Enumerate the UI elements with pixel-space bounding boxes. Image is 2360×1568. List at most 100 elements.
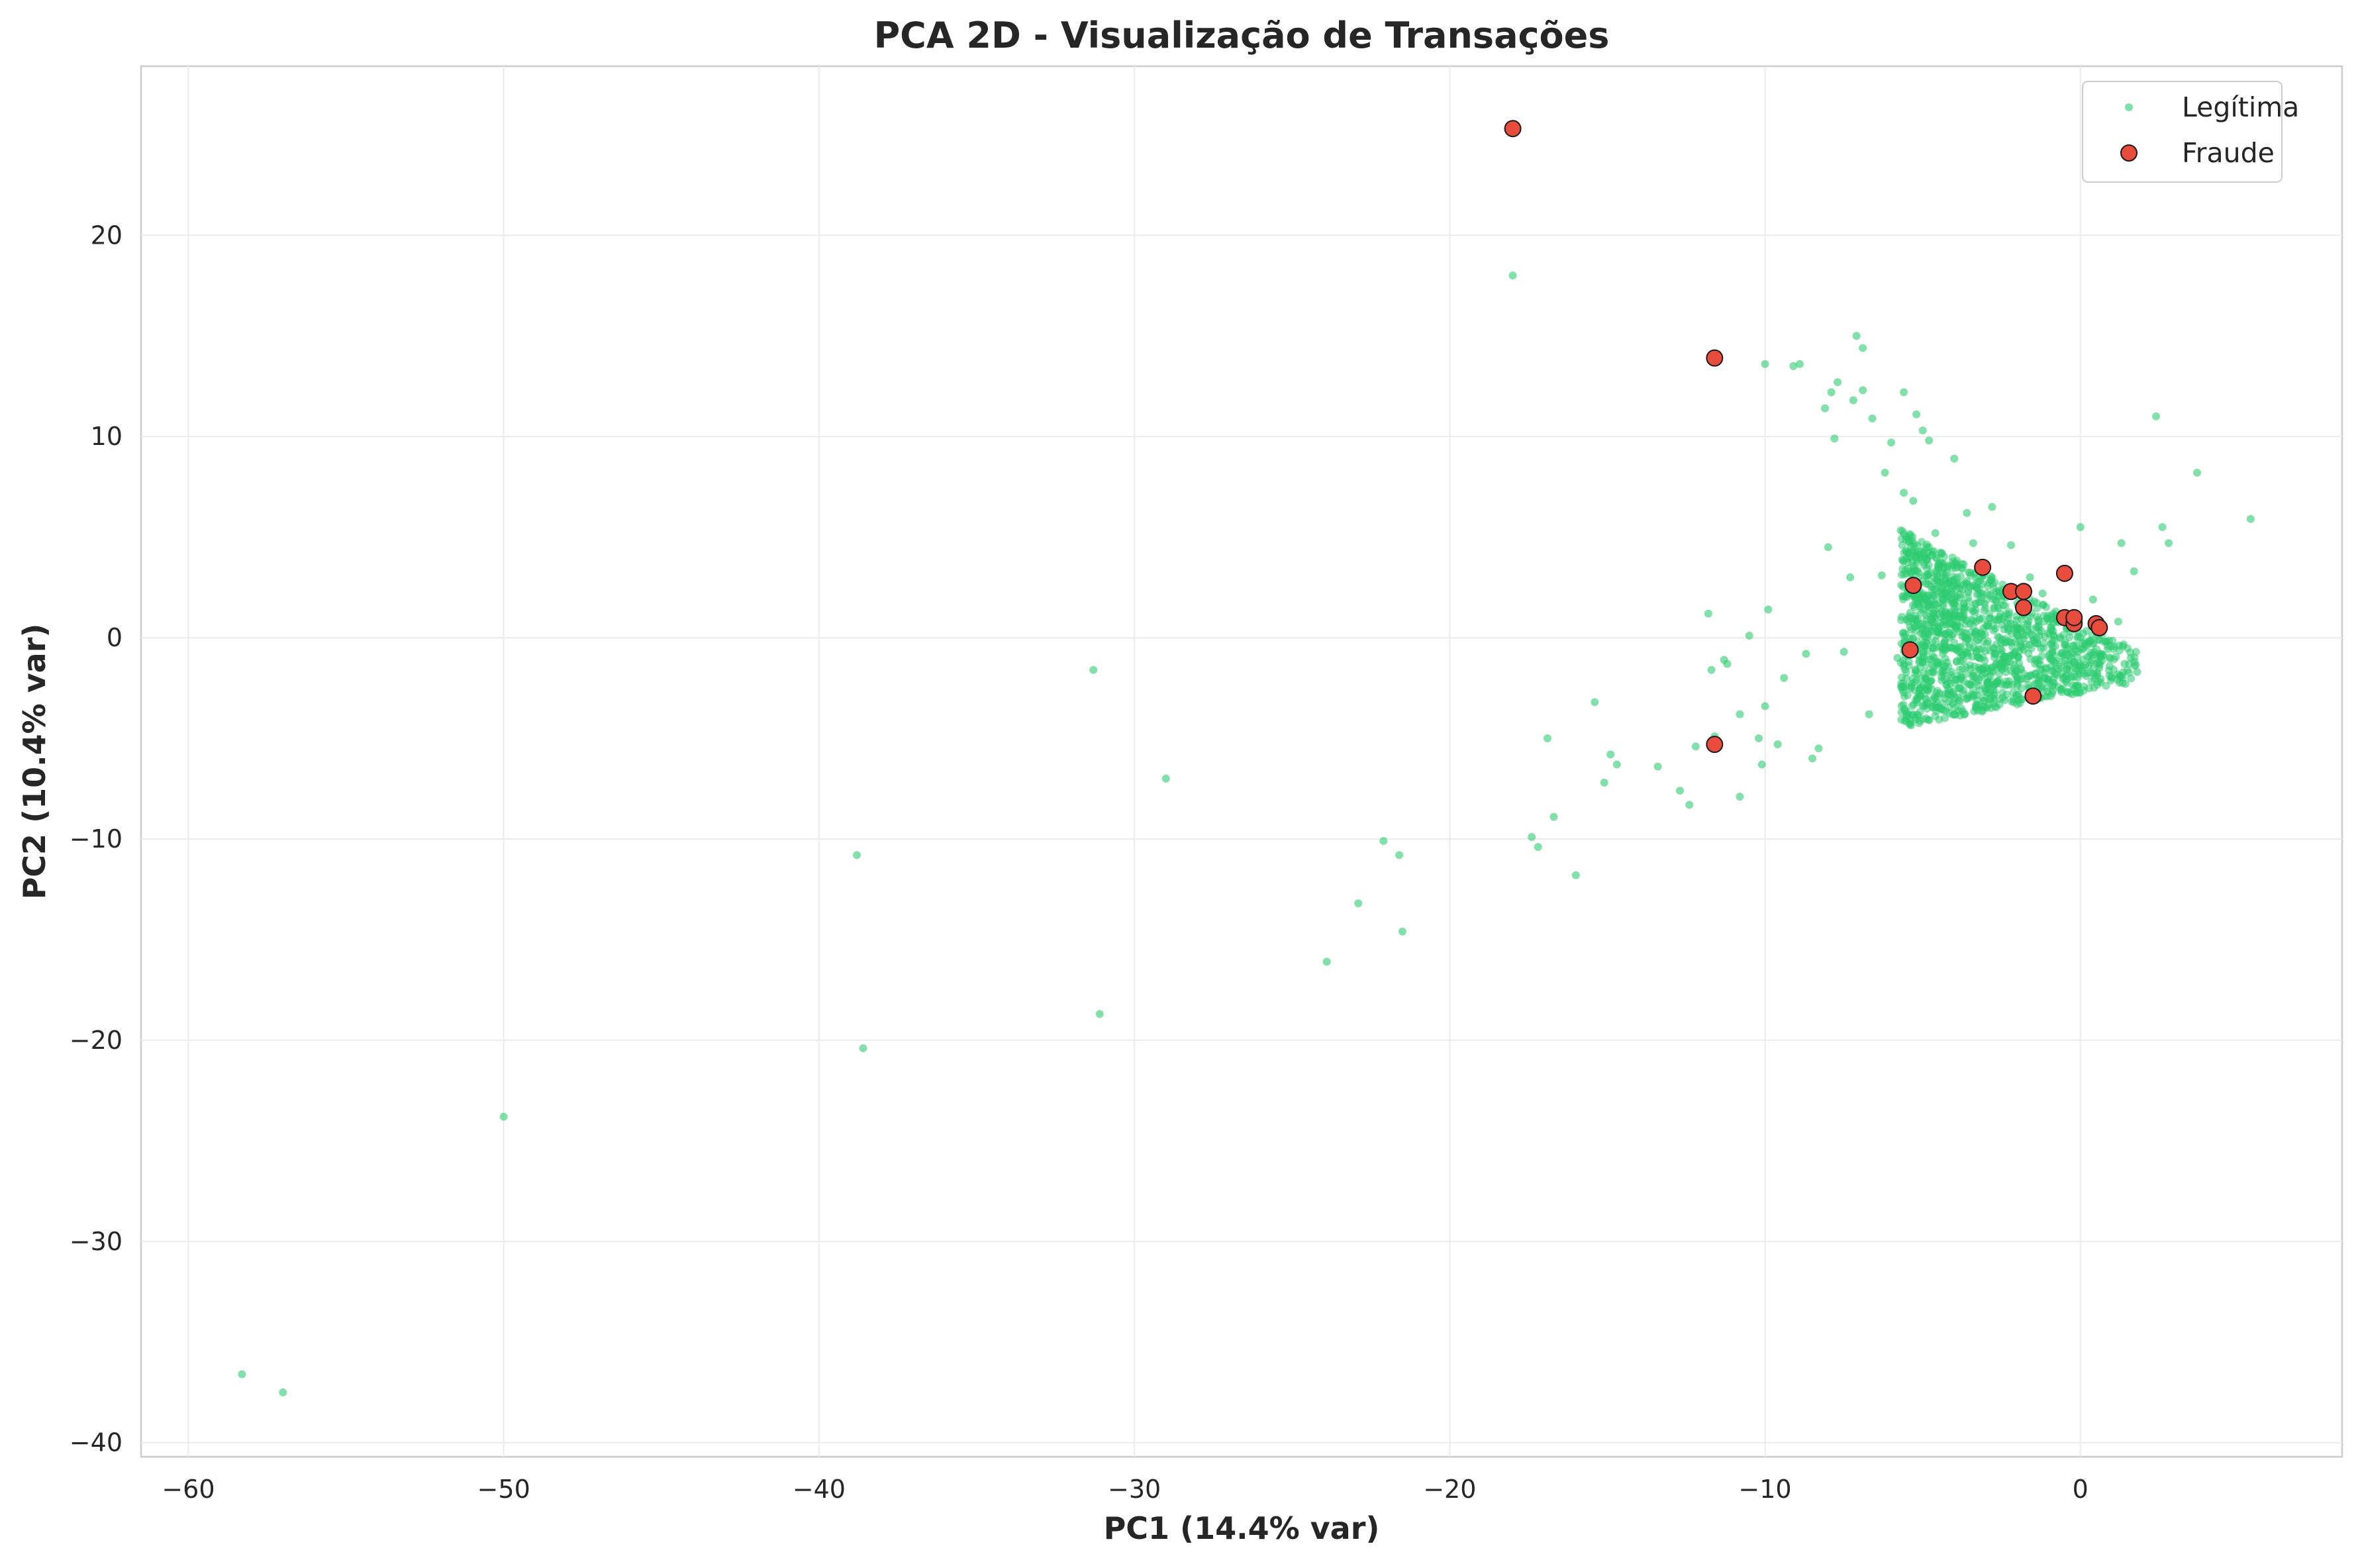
legend-label-fraude: Fraude [2182, 137, 2275, 169]
legitima-point [2047, 640, 2055, 649]
legitima-point [1933, 569, 1942, 577]
legitima-point [1984, 637, 1992, 646]
legitima-point [2165, 539, 2173, 548]
legitima-point [1953, 658, 1961, 666]
legitima-point [1916, 609, 1925, 617]
legitima-point [2125, 668, 2134, 677]
legitima-point [1920, 702, 1928, 710]
legitima-point [859, 1044, 867, 1053]
legend-marker-fraude [2120, 144, 2138, 162]
legitima-point [1955, 612, 1963, 620]
legitima-point [1859, 344, 1867, 352]
x-tick-label: −20 [1423, 1475, 1476, 1504]
legitima-point [2026, 573, 2034, 581]
y-tick-label: 20 [91, 220, 123, 250]
legitima-point [1736, 793, 1744, 801]
legitima-point [2076, 522, 2085, 531]
legitima-point [1923, 647, 1932, 656]
legitima-point [2105, 662, 2114, 670]
legitima-point [2133, 667, 2141, 676]
legitima-point [1606, 750, 1615, 759]
legitima-point [1985, 609, 1994, 618]
legitima-point [2057, 669, 2066, 678]
legitima-point [2038, 589, 2047, 598]
legitima-point [2002, 680, 2010, 689]
legitima-point [1953, 644, 1961, 653]
legitima-point [1945, 709, 1953, 717]
legitima-point [2115, 678, 2124, 687]
legitima-point [1927, 676, 1936, 685]
legitima-point [1865, 710, 1873, 718]
legitima-point [1953, 672, 1962, 681]
legitima-point [1985, 646, 1994, 655]
legitima-point [2006, 541, 2015, 550]
legitima-point [1941, 655, 1949, 663]
legitima-point [1814, 744, 1823, 753]
legitima-point [1942, 630, 1951, 638]
fraude-point [1901, 641, 1919, 659]
legitima-point [2027, 644, 2036, 653]
legitima-point [1834, 378, 1842, 387]
legitima-point [1902, 712, 1911, 720]
legitima-point [1924, 601, 1933, 610]
legitima-point [1975, 665, 1984, 674]
legitima-point [1958, 564, 1967, 573]
legitima-point [2024, 616, 2033, 625]
legitima-point [2042, 603, 2051, 611]
legitima-point [1757, 760, 1766, 769]
legitima-point [2056, 634, 2065, 643]
legitima-point [2013, 682, 2022, 691]
y-axis-ticks: −40 −30 −20 −10 0 10 20 [70, 220, 123, 1457]
legitima-point [1691, 742, 1700, 751]
legitima-point [1916, 708, 1924, 716]
legitima-point [1973, 590, 1981, 599]
legitima-point [1354, 899, 1363, 908]
fraude-point [1706, 736, 1724, 754]
legitima-point [1947, 673, 1955, 682]
legitima-point [1543, 734, 1551, 743]
legitima-point [1859, 386, 1867, 395]
legitima-point [1918, 426, 1927, 435]
x-tick-label: 0 [2073, 1475, 2089, 1504]
legitima-point [1966, 620, 1975, 628]
legitima-point [1904, 657, 1913, 665]
legitima-point [1907, 721, 1916, 730]
legitima-point [1963, 509, 1971, 517]
legitima-point [1977, 673, 1985, 681]
legitima-point [2114, 617, 2122, 626]
legitima-point [2070, 658, 2079, 666]
legitima-point [499, 1112, 508, 1121]
legitima-point [1830, 434, 1839, 443]
legitima-point [1966, 661, 1975, 669]
legitima-point [1395, 851, 1404, 859]
legitima-point [2013, 674, 2022, 683]
legitima-point [1951, 679, 1959, 688]
legitima-point [1764, 605, 1773, 614]
legitima-point [1824, 543, 1832, 552]
legitima-point [1161, 774, 1170, 783]
legitima-point [1959, 581, 1968, 589]
legitima-point [2005, 608, 2014, 616]
legitima-point [2192, 468, 2201, 477]
legitima-point [1982, 688, 1991, 697]
legitima-point [1909, 700, 1918, 709]
legitima-point [2246, 514, 2255, 523]
legitima-point [1994, 615, 2002, 624]
legitima-point [1937, 585, 1945, 594]
legitima-point [2117, 539, 2126, 548]
legitima-point [1941, 662, 1949, 671]
legitima-point [1899, 689, 1908, 697]
legitima-point [2057, 649, 2065, 658]
legitima-point [2010, 660, 2018, 669]
legitima-point [238, 1370, 246, 1379]
legitima-point [1877, 571, 1886, 579]
legitima-point [1954, 693, 1963, 702]
legitima-point [1089, 665, 1098, 674]
legitima-point [1915, 685, 1924, 694]
legitima-point [1979, 614, 1987, 623]
legitima-point [279, 1388, 287, 1396]
legitima-point [1922, 695, 1931, 703]
legitima-point [2045, 652, 2053, 660]
fraude-point [1974, 558, 1992, 576]
legitima-point [1943, 690, 1952, 699]
